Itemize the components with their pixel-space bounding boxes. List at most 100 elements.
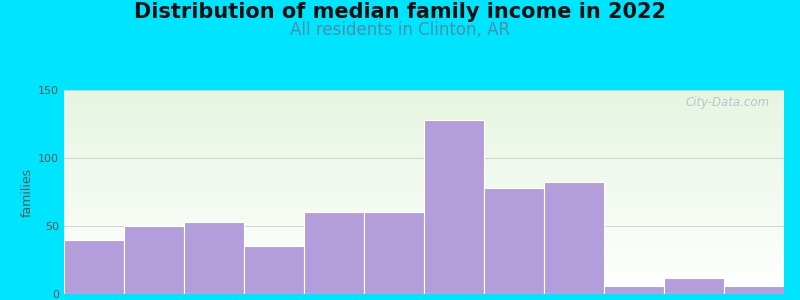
Bar	[64, 141, 784, 143]
Bar	[64, 159, 784, 161]
Bar	[64, 166, 784, 167]
Bar	[64, 153, 784, 155]
Bar	[64, 157, 784, 159]
Bar	[64, 268, 784, 269]
Bar	[64, 106, 784, 108]
Bar	[64, 269, 784, 272]
Bar	[64, 223, 784, 225]
Bar	[64, 131, 784, 133]
Bar	[64, 240, 124, 294]
Bar	[64, 231, 784, 233]
Bar	[64, 241, 784, 243]
Bar	[124, 226, 184, 294]
Text: Distribution of median family income in 2022: Distribution of median family income in …	[134, 2, 666, 22]
Bar	[64, 282, 784, 284]
Bar	[64, 243, 784, 245]
Bar	[64, 272, 784, 274]
Bar	[64, 147, 784, 149]
Bar	[64, 245, 784, 247]
Bar	[64, 116, 784, 119]
Bar	[64, 227, 784, 229]
Bar	[364, 212, 424, 294]
Bar	[64, 218, 784, 220]
Bar	[64, 96, 784, 98]
Bar	[64, 164, 784, 166]
Bar	[64, 135, 784, 137]
Bar	[64, 251, 784, 253]
Bar	[64, 125, 784, 127]
Bar	[64, 104, 784, 106]
Bar	[64, 202, 784, 204]
Bar	[64, 98, 784, 100]
Bar	[64, 284, 784, 286]
Bar	[64, 214, 784, 217]
Bar	[64, 220, 784, 223]
Bar	[64, 137, 784, 139]
Bar	[64, 292, 784, 294]
Bar	[484, 188, 544, 294]
Bar	[664, 278, 724, 294]
Bar	[64, 278, 784, 280]
Text: All residents in Clinton, AR: All residents in Clinton, AR	[290, 21, 510, 39]
Bar	[64, 280, 784, 282]
Bar	[64, 90, 784, 92]
Bar	[64, 118, 784, 121]
Bar	[64, 249, 784, 251]
Y-axis label: families: families	[21, 167, 34, 217]
Bar	[64, 208, 784, 210]
Bar	[64, 290, 784, 292]
Bar	[64, 286, 784, 288]
Bar	[64, 182, 784, 184]
Bar	[64, 259, 784, 261]
Bar	[64, 92, 784, 94]
Bar	[64, 194, 784, 196]
Bar	[64, 155, 784, 157]
Bar	[64, 139, 784, 141]
Bar	[64, 180, 784, 182]
Bar	[64, 196, 784, 198]
Bar	[64, 233, 784, 235]
Bar	[64, 110, 784, 112]
Bar	[64, 263, 784, 266]
Bar	[64, 121, 784, 123]
Bar	[64, 247, 784, 249]
Bar	[64, 172, 784, 174]
Bar	[64, 204, 784, 206]
Bar	[64, 266, 784, 268]
Bar	[544, 182, 604, 294]
Bar	[64, 206, 784, 208]
Bar	[64, 198, 784, 200]
Bar	[424, 120, 484, 294]
Bar	[64, 229, 784, 231]
Bar	[64, 145, 784, 147]
Bar	[64, 261, 784, 263]
Bar	[64, 190, 784, 192]
Bar	[64, 288, 784, 290]
Bar	[64, 192, 784, 194]
Bar	[64, 212, 784, 214]
Bar	[64, 129, 784, 131]
Bar	[64, 255, 784, 257]
Bar	[304, 212, 364, 294]
Bar	[64, 167, 784, 169]
Bar	[64, 100, 784, 102]
Bar	[64, 127, 784, 129]
Bar	[64, 151, 784, 153]
Bar	[64, 237, 784, 239]
Bar	[64, 149, 784, 151]
Bar	[64, 257, 784, 259]
Bar	[64, 210, 784, 212]
Bar	[64, 176, 784, 178]
Bar	[64, 112, 784, 115]
Bar	[64, 235, 784, 237]
Bar	[724, 286, 784, 294]
Bar	[64, 133, 784, 135]
Bar	[64, 188, 784, 190]
Bar	[64, 253, 784, 255]
Bar	[64, 225, 784, 227]
Bar	[64, 169, 784, 172]
Bar	[184, 222, 244, 294]
Bar	[64, 184, 784, 186]
Bar	[64, 123, 784, 125]
Bar	[64, 161, 784, 164]
